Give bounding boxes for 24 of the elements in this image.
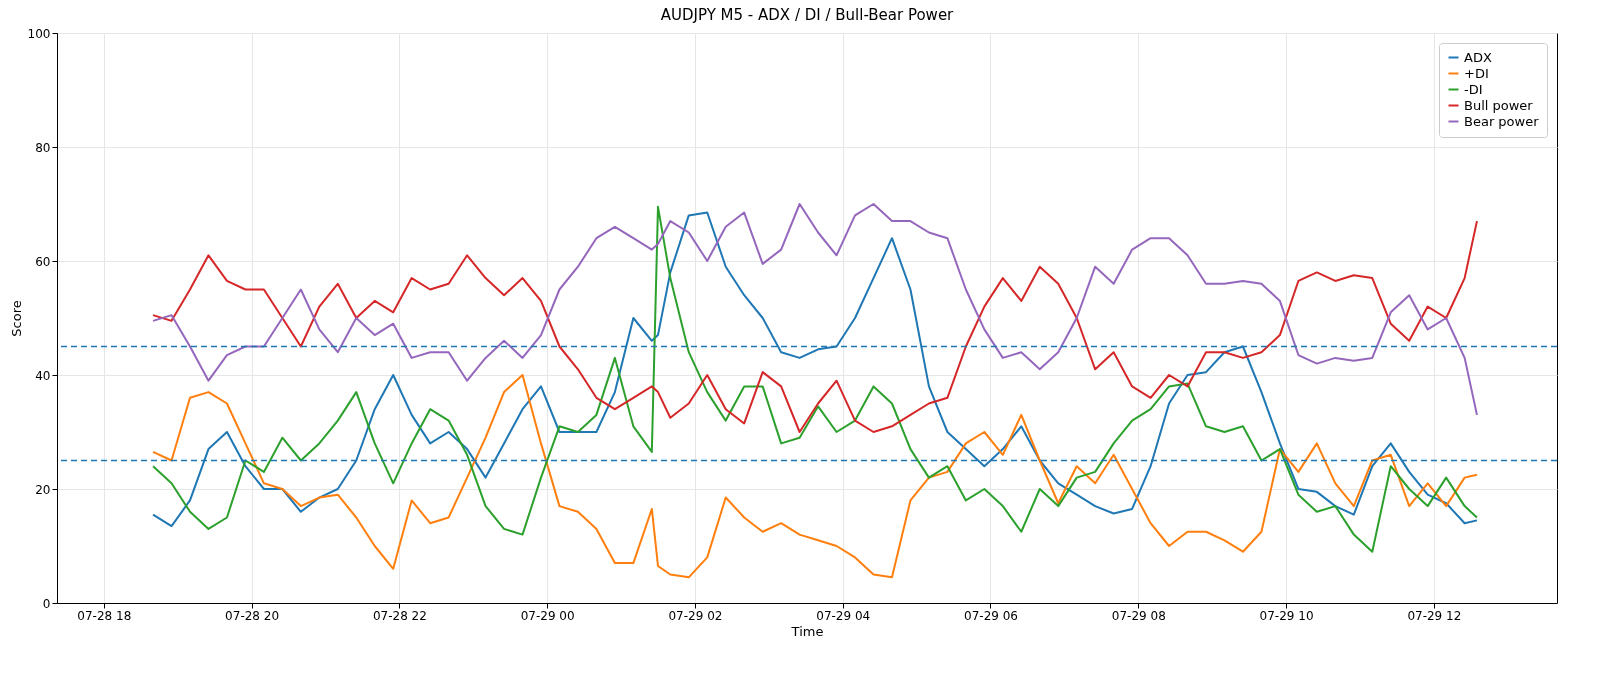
x-tick-label: 07-29 12 xyxy=(1407,608,1462,623)
legend-label: +DI xyxy=(1464,65,1489,81)
x-tick-label: 07-29 08 xyxy=(1111,608,1166,623)
y-tick-label: 40 xyxy=(35,368,51,383)
y-tick-label: 20 xyxy=(35,482,51,497)
y-tick-label: 80 xyxy=(35,140,51,155)
y-axis-title: Score xyxy=(8,300,24,337)
x-tick-label: 07-29 04 xyxy=(816,608,871,623)
legend-label: -DI xyxy=(1464,81,1483,97)
y-tick-label: 100 xyxy=(27,26,51,41)
legend-label: Bull power xyxy=(1464,97,1534,113)
y-tick-label: 60 xyxy=(35,254,51,269)
x-tick-label: 07-29 02 xyxy=(668,608,723,623)
legend-label: ADX xyxy=(1464,49,1492,65)
y-tick-label: 0 xyxy=(42,596,51,611)
x-tick-label: 07-29 06 xyxy=(964,608,1018,623)
x-tick-label: 07-28 20 xyxy=(225,608,280,623)
x-tick-label: 07-29 00 xyxy=(520,608,575,623)
x-tick-label: 07-28 18 xyxy=(77,608,132,623)
legend-label: Bear power xyxy=(1464,113,1540,129)
x-axis-title: Time xyxy=(790,623,824,639)
x-tick-label: 07-29 10 xyxy=(1259,608,1314,623)
x-tick-label: 07-28 22 xyxy=(372,608,427,623)
chart-title: AUDJPY M5 - ADX / DI / Bull-Bear Power xyxy=(660,6,955,24)
